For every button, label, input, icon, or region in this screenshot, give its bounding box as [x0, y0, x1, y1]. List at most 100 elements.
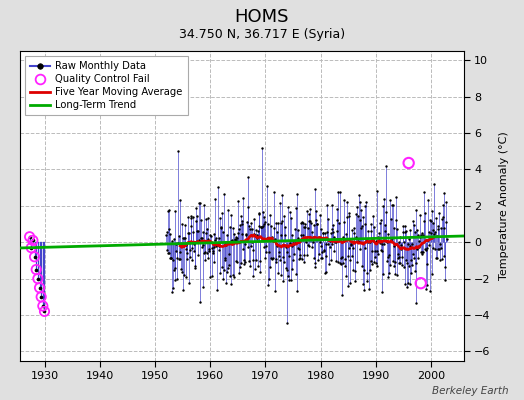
Point: [171, 276, 179, 283]
Point: [260, 244, 269, 250]
Point: [203, 226, 211, 232]
Point: [29, 237, 37, 244]
Point: [257, 224, 266, 230]
Point: [335, 220, 343, 226]
Point: [34, 276, 42, 282]
Point: [292, 191, 301, 198]
Point: [413, 227, 421, 233]
Point: [358, 262, 366, 269]
Point: [418, 230, 427, 236]
Point: [275, 249, 283, 256]
Point: [249, 247, 258, 253]
Point: [353, 259, 361, 265]
Point: [212, 235, 220, 241]
Point: [221, 256, 229, 263]
Point: [263, 182, 271, 189]
Point: [172, 248, 180, 254]
Point: [372, 238, 380, 244]
Point: [215, 243, 224, 249]
Point: [359, 267, 368, 273]
Point: [428, 270, 436, 277]
Point: [350, 239, 358, 245]
Point: [281, 264, 290, 271]
Point: [276, 200, 285, 206]
Point: [286, 240, 294, 246]
Point: [279, 278, 287, 284]
Point: [201, 256, 209, 263]
Point: [197, 234, 205, 241]
Point: [228, 237, 236, 243]
Point: [341, 263, 350, 270]
Point: [343, 199, 351, 205]
Point: [32, 266, 40, 273]
Point: [362, 236, 370, 242]
Point: [169, 257, 177, 263]
Point: [182, 246, 190, 252]
Point: [408, 240, 416, 247]
Point: [167, 255, 176, 261]
Point: [371, 254, 379, 260]
Point: [427, 217, 435, 224]
Point: [195, 200, 204, 206]
Point: [288, 232, 297, 238]
Point: [299, 220, 307, 226]
Point: [382, 209, 390, 215]
Point: [228, 224, 237, 231]
Point: [439, 214, 447, 220]
Point: [334, 189, 342, 196]
Point: [417, 249, 425, 256]
Point: [429, 220, 438, 226]
Point: [343, 253, 352, 260]
Point: [365, 238, 373, 244]
Point: [333, 217, 342, 224]
Point: [269, 238, 277, 244]
Point: [426, 288, 434, 295]
Point: [244, 173, 253, 180]
Point: [235, 264, 244, 270]
Point: [307, 220, 315, 227]
Point: [243, 219, 251, 225]
Point: [434, 223, 442, 229]
Point: [436, 244, 445, 251]
Point: [234, 230, 243, 237]
Point: [432, 254, 440, 261]
Point: [409, 250, 417, 257]
Point: [318, 249, 326, 255]
Point: [405, 160, 413, 166]
Point: [361, 221, 369, 228]
Point: [292, 271, 300, 278]
Point: [354, 213, 362, 219]
Point: [225, 251, 233, 258]
Point: [318, 255, 326, 261]
Point: [302, 239, 310, 245]
Point: [428, 208, 436, 215]
Point: [413, 245, 422, 252]
Point: [365, 239, 374, 245]
Point: [372, 260, 380, 266]
Point: [289, 238, 297, 244]
Point: [281, 224, 289, 231]
Point: [421, 246, 429, 252]
Point: [441, 276, 450, 283]
Point: [298, 256, 306, 263]
Point: [270, 288, 279, 294]
Point: [174, 233, 183, 239]
Point: [206, 232, 214, 238]
Point: [301, 221, 309, 227]
Point: [329, 222, 337, 228]
Point: [312, 217, 321, 223]
Point: [199, 228, 208, 235]
Point: [383, 258, 391, 264]
Point: [220, 191, 228, 198]
Point: [332, 258, 340, 264]
Point: [305, 218, 314, 224]
Point: [172, 241, 181, 247]
Point: [241, 258, 249, 265]
Point: [398, 254, 407, 261]
Point: [420, 189, 428, 196]
Point: [397, 241, 405, 248]
Point: [355, 192, 363, 198]
Point: [187, 223, 195, 230]
Point: [440, 253, 449, 259]
Point: [391, 216, 400, 223]
